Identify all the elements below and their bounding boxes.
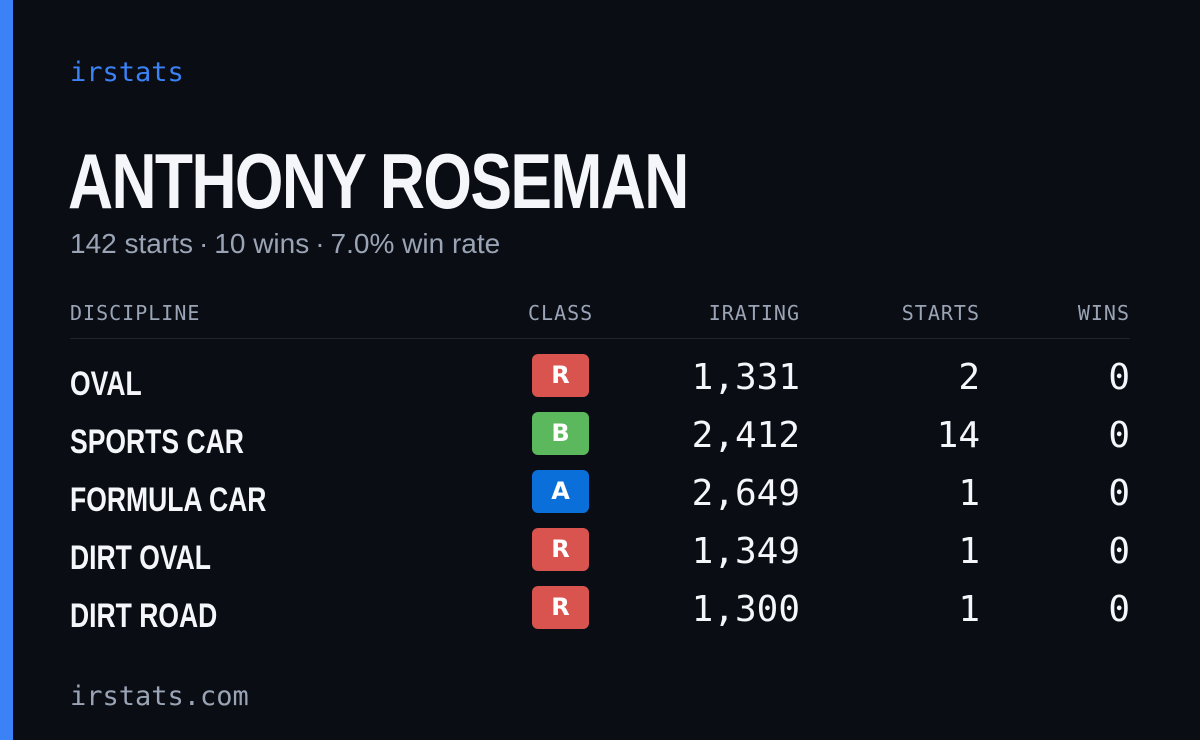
starts-value: 2: [958, 357, 980, 398]
header-wins: WINS: [1077, 301, 1130, 325]
discipline-name: SPORTS CAR: [70, 423, 244, 461]
discipline-name: DIRT OVAL: [70, 539, 211, 577]
table-row: DIRT ROAD R 1,300 1 0: [70, 582, 1130, 640]
table-body: OVAL R 1,331 2 0 SPORTS CAR B 2,412 14 0…: [70, 350, 1130, 640]
wins-value: 0: [1108, 473, 1130, 514]
driver-summary: 142 starts · 10 wins · 7.0% win rate: [70, 226, 500, 262]
irating-value: 1,331: [691, 357, 800, 398]
header-irating: IRATING: [708, 301, 800, 325]
header-discipline: DISCIPLINE: [70, 301, 201, 325]
class-badge: R: [532, 586, 589, 629]
table-row: OVAL R 1,331 2 0: [70, 350, 1130, 408]
irating-value: 1,300: [691, 589, 800, 630]
discipline-name: FORMULA CAR: [70, 481, 267, 519]
starts-value: 14: [936, 415, 980, 456]
accent-bar: [0, 0, 13, 740]
irating-value: 2,649: [691, 473, 800, 514]
wins-value: 0: [1108, 589, 1130, 630]
table-row: FORMULA CAR A 2,649 1 0: [70, 466, 1130, 524]
winrate-summary: 7.0% win rate: [330, 228, 501, 259]
table-header: DISCIPLINE CLASS IRATING STARTS WINS: [70, 300, 1130, 339]
header-class: CLASS: [528, 301, 594, 325]
starts-value: 1: [958, 531, 980, 572]
wins-value: 0: [1108, 357, 1130, 398]
table-row: SPORTS CAR B 2,412 14 0: [70, 408, 1130, 466]
wins-summary: 10 wins: [214, 228, 310, 259]
class-badge: R: [532, 354, 589, 397]
class-badge: R: [532, 528, 589, 571]
wins-value: 0: [1108, 415, 1130, 456]
class-badge: B: [532, 412, 589, 455]
brand-logo: irstats: [70, 57, 184, 88]
class-badge: A: [532, 470, 589, 513]
summary-separator: ·: [315, 228, 325, 259]
starts-summary: 142 starts: [70, 228, 193, 259]
starts-value: 1: [958, 589, 980, 630]
driver-name: ANTHONY ROSEMAN: [68, 137, 689, 225]
irating-value: 2,412: [691, 415, 800, 456]
header-starts: STARTS: [901, 301, 980, 325]
discipline-name: DIRT ROAD: [70, 597, 218, 635]
footer-url: irstats.com: [70, 681, 249, 712]
starts-value: 1: [958, 473, 980, 514]
wins-value: 0: [1108, 531, 1130, 572]
discipline-name: OVAL: [70, 365, 142, 403]
table-row: DIRT OVAL R 1,349 1 0: [70, 524, 1130, 582]
irating-value: 1,349: [691, 531, 800, 572]
summary-separator: ·: [198, 228, 209, 259]
